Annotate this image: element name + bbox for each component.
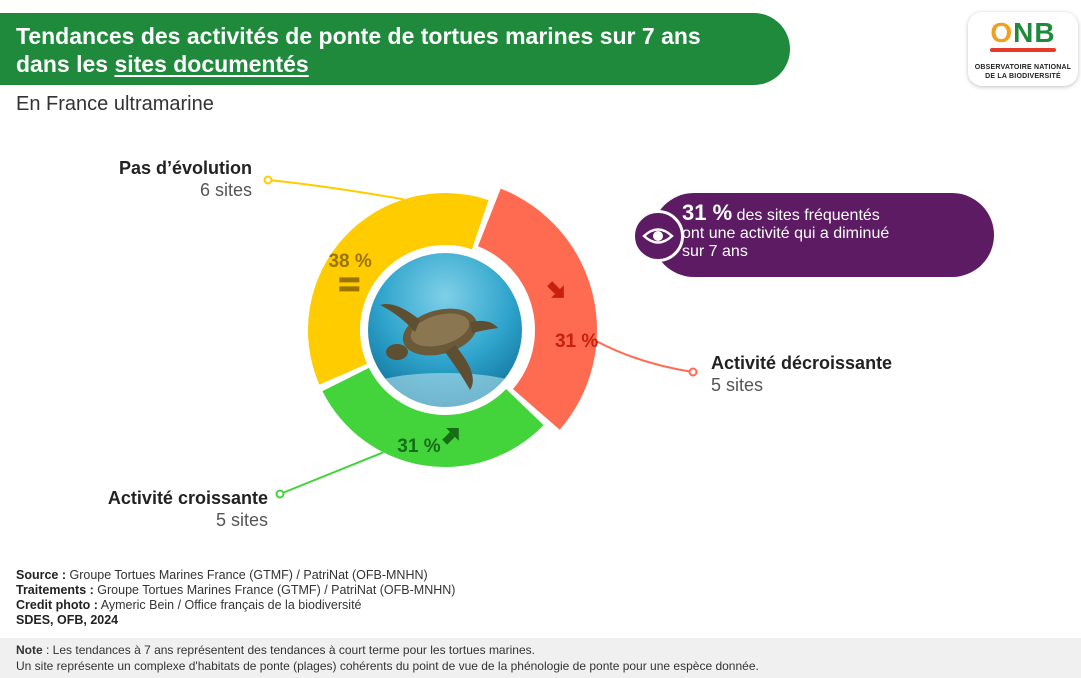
slice-pas-evolution (307, 193, 489, 385)
callout-line-3: sur 7 ans (682, 243, 748, 260)
subtitle: En France ultramarine (16, 93, 214, 115)
footer-treatments: Traitements : Groupe Tortues Marines Fra… (16, 583, 456, 597)
label-croissante-name: Activité croissante (107, 488, 268, 508)
callout-line-2: ont une activité qui a diminué (682, 225, 890, 242)
footer-source: Source : Groupe Tortues Marines France (… (16, 568, 428, 582)
leader-line-croissante (279, 451, 384, 495)
pct-label-croissante: 31 % (397, 436, 440, 457)
leader-dot-decroissante (688, 367, 698, 377)
onb-logo: ONB OBSERVATOIRE NATIONAL DE LA BIODIVER… (968, 12, 1078, 86)
label-pas-evolution-count: 6 sites (199, 180, 252, 200)
title-line-1: Tendances des activités de ponte de tort… (16, 23, 701, 49)
label-pas-evolution: Pas d’évolution 6 sites (60, 157, 252, 201)
arrow-down-right-icon (547, 281, 564, 298)
title-line-2-link: sites documentés (114, 51, 309, 77)
pct-label-pas-evolution: 38 % (328, 251, 371, 272)
footer-note: Note : Les tendances à 7 ans représenten… (16, 643, 759, 673)
callout-text: 31 % des sites fréquentés ont une activi… (682, 202, 982, 261)
equals-icon (339, 277, 360, 292)
footer-org: SDES, OFB, 2024 (16, 613, 119, 627)
arrow-up-right-icon (442, 428, 459, 445)
label-decroissante-count: 5 sites (711, 375, 764, 395)
slice-decroissante (477, 188, 597, 430)
label-decroissante-name: Activité décroissante (711, 353, 893, 373)
label-decroissante: Activité décroissante 5 sites (711, 352, 971, 396)
callout-box (652, 193, 994, 277)
leader-dot-pas-evolution (263, 175, 273, 185)
page-title: Tendances des activités de ponte de tort… (16, 22, 786, 78)
eye-icon (632, 210, 684, 262)
logo-line-2: DE LA BIODIVERSITÉ (985, 73, 1061, 80)
logo-line-1: OBSERVATOIRE NATIONAL (974, 64, 1072, 71)
leader-dot-croissante (275, 489, 285, 499)
title-banner (0, 13, 790, 85)
turtle-photo (368, 253, 522, 407)
logo-swoosh (990, 48, 1056, 52)
leader-line-decroissante (596, 340, 694, 373)
label-croissante: Activité croissante 5 sites (40, 487, 268, 531)
title-line-2-prefix: dans les (16, 51, 115, 77)
pct-label-decroissante: 31 % (555, 331, 598, 352)
callout-value: 31 % (682, 200, 733, 225)
footer-credit: Credit photo : Aymeric Bein / Office fra… (16, 598, 362, 612)
label-croissante-count: 5 sites (215, 510, 268, 530)
leader-line-pas-evolution (267, 179, 404, 201)
note-band (0, 638, 1081, 678)
callout-line-1: des sites fréquentés (732, 207, 880, 224)
slice-croissante (322, 367, 544, 467)
label-pas-evolution-name: Pas d’évolution (118, 158, 252, 178)
logo-mark: ONB (990, 17, 1056, 48)
